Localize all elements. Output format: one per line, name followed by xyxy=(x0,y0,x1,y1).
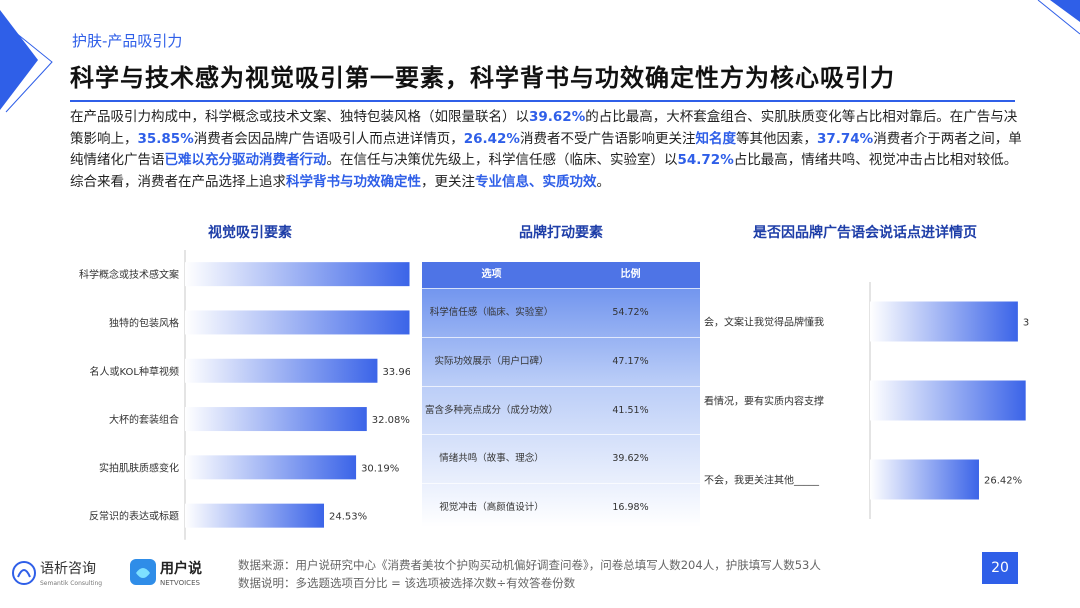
category-label: 科学概念或技术感文案 xyxy=(79,268,179,281)
value-label: 30.19% xyxy=(361,463,399,474)
bar xyxy=(185,407,367,432)
table-cell-ratio: 16.98% xyxy=(612,502,649,514)
bar xyxy=(185,310,410,335)
category-label: 独特的包装风格 xyxy=(109,316,179,329)
highlight: 科学背书与功效确定性 xyxy=(286,173,421,190)
brand-touch-table: 选项 比例 科学信任感（临床、实验室） 54.72% 实际功效展示（用户口碑） … xyxy=(422,262,700,527)
value-label: 26.42% xyxy=(984,476,1022,487)
value-label: 24.53% xyxy=(329,512,367,523)
chart3-title: 是否因品牌广告语会说话点进详情页 xyxy=(753,225,977,241)
corner-decoration xyxy=(0,10,53,113)
category-label: 大杯的套装组合 xyxy=(109,413,179,426)
table-row: 视觉冲击（高颜值设计） 16.98% xyxy=(422,483,700,532)
table-row: 情绪共鸣（故事、理念） 39.62% xyxy=(422,434,700,483)
table-cell-option: 富含多种亮点成分（成分功效） xyxy=(424,404,558,416)
table-cell-option: 实际功效展示（用户口碑） xyxy=(434,355,549,367)
corner-decoration-right xyxy=(1037,0,1080,35)
table-cell-option: 情绪共鸣（故事、理念） xyxy=(439,453,544,465)
section-tag: 护肤-产品吸引力 xyxy=(72,32,183,50)
highlight: 26.42% xyxy=(463,130,520,147)
table-row: 实际功效展示（用户口碑） 47.17% xyxy=(422,336,700,386)
table-row: 科学信任感（临床、实验室） 54.72% xyxy=(422,288,700,337)
value-label: 33.96% xyxy=(382,367,410,378)
chart1-title: 视觉吸引要素 xyxy=(208,225,292,241)
page-title: 科学与技术感为视觉吸引第一要素，科学背书与功效确定性方为核心吸引力 xyxy=(70,64,895,92)
category-label: 实拍肌肤质感变化 xyxy=(99,461,179,474)
category-label: 名人或KOL种草视频 xyxy=(90,365,179,378)
logo1-text: 语析咨询 xyxy=(40,561,96,577)
category-label: 会，文案让我觉得品牌懂我 xyxy=(704,316,824,329)
table-cell-ratio: 41.51% xyxy=(612,404,649,416)
intro-paragraph: 在产品吸引力构成中，科学概念或技术文案、独特包装风格（如限量联名）以39.62%… xyxy=(70,109,1022,190)
table-header-cell: 比例 xyxy=(620,269,641,280)
highlight: 54.72% xyxy=(677,152,734,168)
logo2-sub: NETVOICES xyxy=(160,579,200,587)
table-header-cell: 选项 xyxy=(481,269,502,280)
bar xyxy=(185,503,325,528)
category-label: 反常识的表达或标题 xyxy=(89,510,179,523)
highlight: 已难以充分驱动消费者行动 xyxy=(164,152,327,168)
bar xyxy=(185,262,410,287)
footer-logos: 语析咨询 Semantik Consulting 用户说 NETVOICES xyxy=(12,559,202,587)
logo1-sub: Semantik Consulting xyxy=(40,580,102,587)
highlight: 37.74% xyxy=(816,130,874,147)
category-label: 不会，我更关注其他_____ xyxy=(704,474,820,487)
bar xyxy=(185,455,357,480)
table-header: 选项 比例 xyxy=(422,262,700,288)
value-label: 32.08% xyxy=(372,415,410,426)
table-cell-ratio: 54.72% xyxy=(612,307,649,318)
table-cell-ratio: 47.17% xyxy=(612,355,649,367)
bar xyxy=(185,358,378,383)
bar xyxy=(870,380,1026,421)
page-number: 20 xyxy=(982,552,1018,584)
bar xyxy=(870,301,1018,342)
highlight: 35.85% xyxy=(137,130,194,147)
highlight: 39.62% xyxy=(529,109,586,125)
table-cell-option: 科学信任感（临床、实验室） xyxy=(429,307,554,318)
logo2-text: 用户说 xyxy=(160,560,202,577)
visual-appeal-bar-chart: 科学概念或技术感文案39.62%独特的包装风格39.62%名人或KOL种草视频3… xyxy=(79,250,410,540)
ad-slogan-bar-chart: 会，文案让我觉得品牌懂我35.85%看情况，要有实质内容支撑37.74%不会，我… xyxy=(704,282,1030,519)
data-source: 数据来源：用户说研究中心《消费者美妆个护购买动机偏好调查问卷》，问卷总填写人数2… xyxy=(238,556,821,592)
table-cell-ratio: 39.62% xyxy=(612,453,649,465)
title-divider xyxy=(70,100,1015,102)
bar xyxy=(870,459,979,500)
value-label: 35.85% xyxy=(1023,318,1030,329)
note-line: 数据说明：多选题选项百分比 = 该选项被选择次数÷有效答卷份数 xyxy=(238,576,576,590)
table-cell-option: 视觉冲击（高颜值设计） xyxy=(439,502,544,514)
source-line: 数据来源：用户说研究中心《消费者美妆个护购买动机偏好调查问卷》，问卷总填写人数2… xyxy=(238,558,821,572)
highlight: 知名度 xyxy=(695,130,736,147)
highlight: 专业信息、实质功效 xyxy=(475,173,597,190)
chart2-title: 品牌打动要素 xyxy=(519,225,603,241)
semantik-logo-icon xyxy=(12,561,36,585)
category-label: 看情况，要有实质内容支撑 xyxy=(704,395,824,408)
table-row: 富含多种亮点成分（成分功效） 41.51% xyxy=(422,385,700,435)
